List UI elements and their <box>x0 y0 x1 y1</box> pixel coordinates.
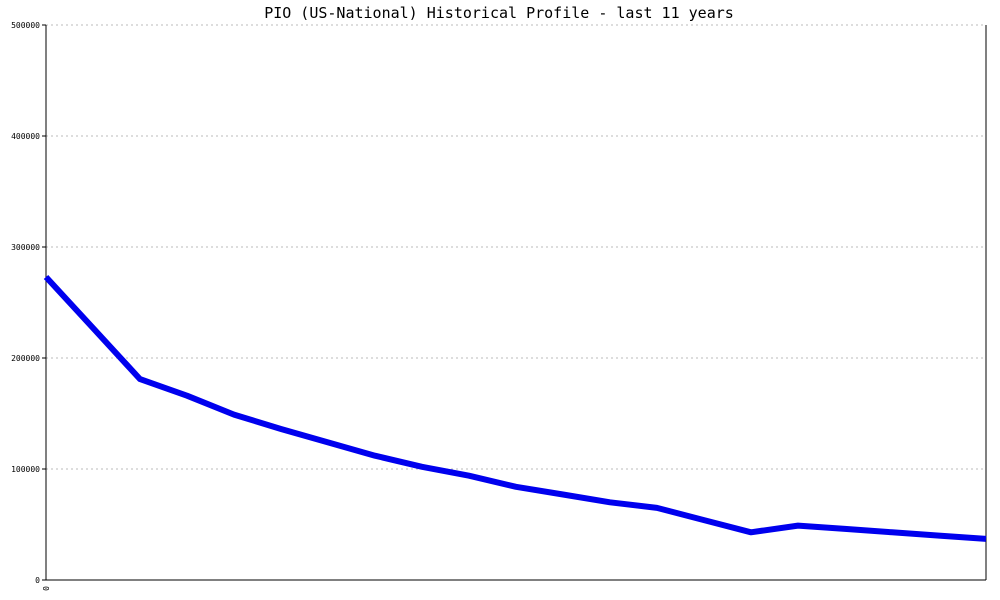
y-tick-label: 0 <box>35 576 40 585</box>
y-tick-label: 300000 <box>11 243 40 252</box>
series-lines <box>43 274 987 542</box>
y-tick-label: 500000 <box>11 21 40 30</box>
chart-title: PIO (US-National) Historical Profile - l… <box>264 4 734 22</box>
x-tick-label: 0 <box>42 586 51 591</box>
axes <box>45 25 987 581</box>
y-tick-label: 400000 <box>11 132 40 141</box>
y-tick-label: 200000 <box>11 354 40 363</box>
y-tick-label: 100000 <box>11 465 40 474</box>
series-line <box>43 274 987 542</box>
y-tick-labels: 0 100000 200000 300000 400000 500000 <box>11 21 46 585</box>
grid-lines <box>46 24 986 470</box>
x-tick-labels: 0 <box>42 586 51 591</box>
